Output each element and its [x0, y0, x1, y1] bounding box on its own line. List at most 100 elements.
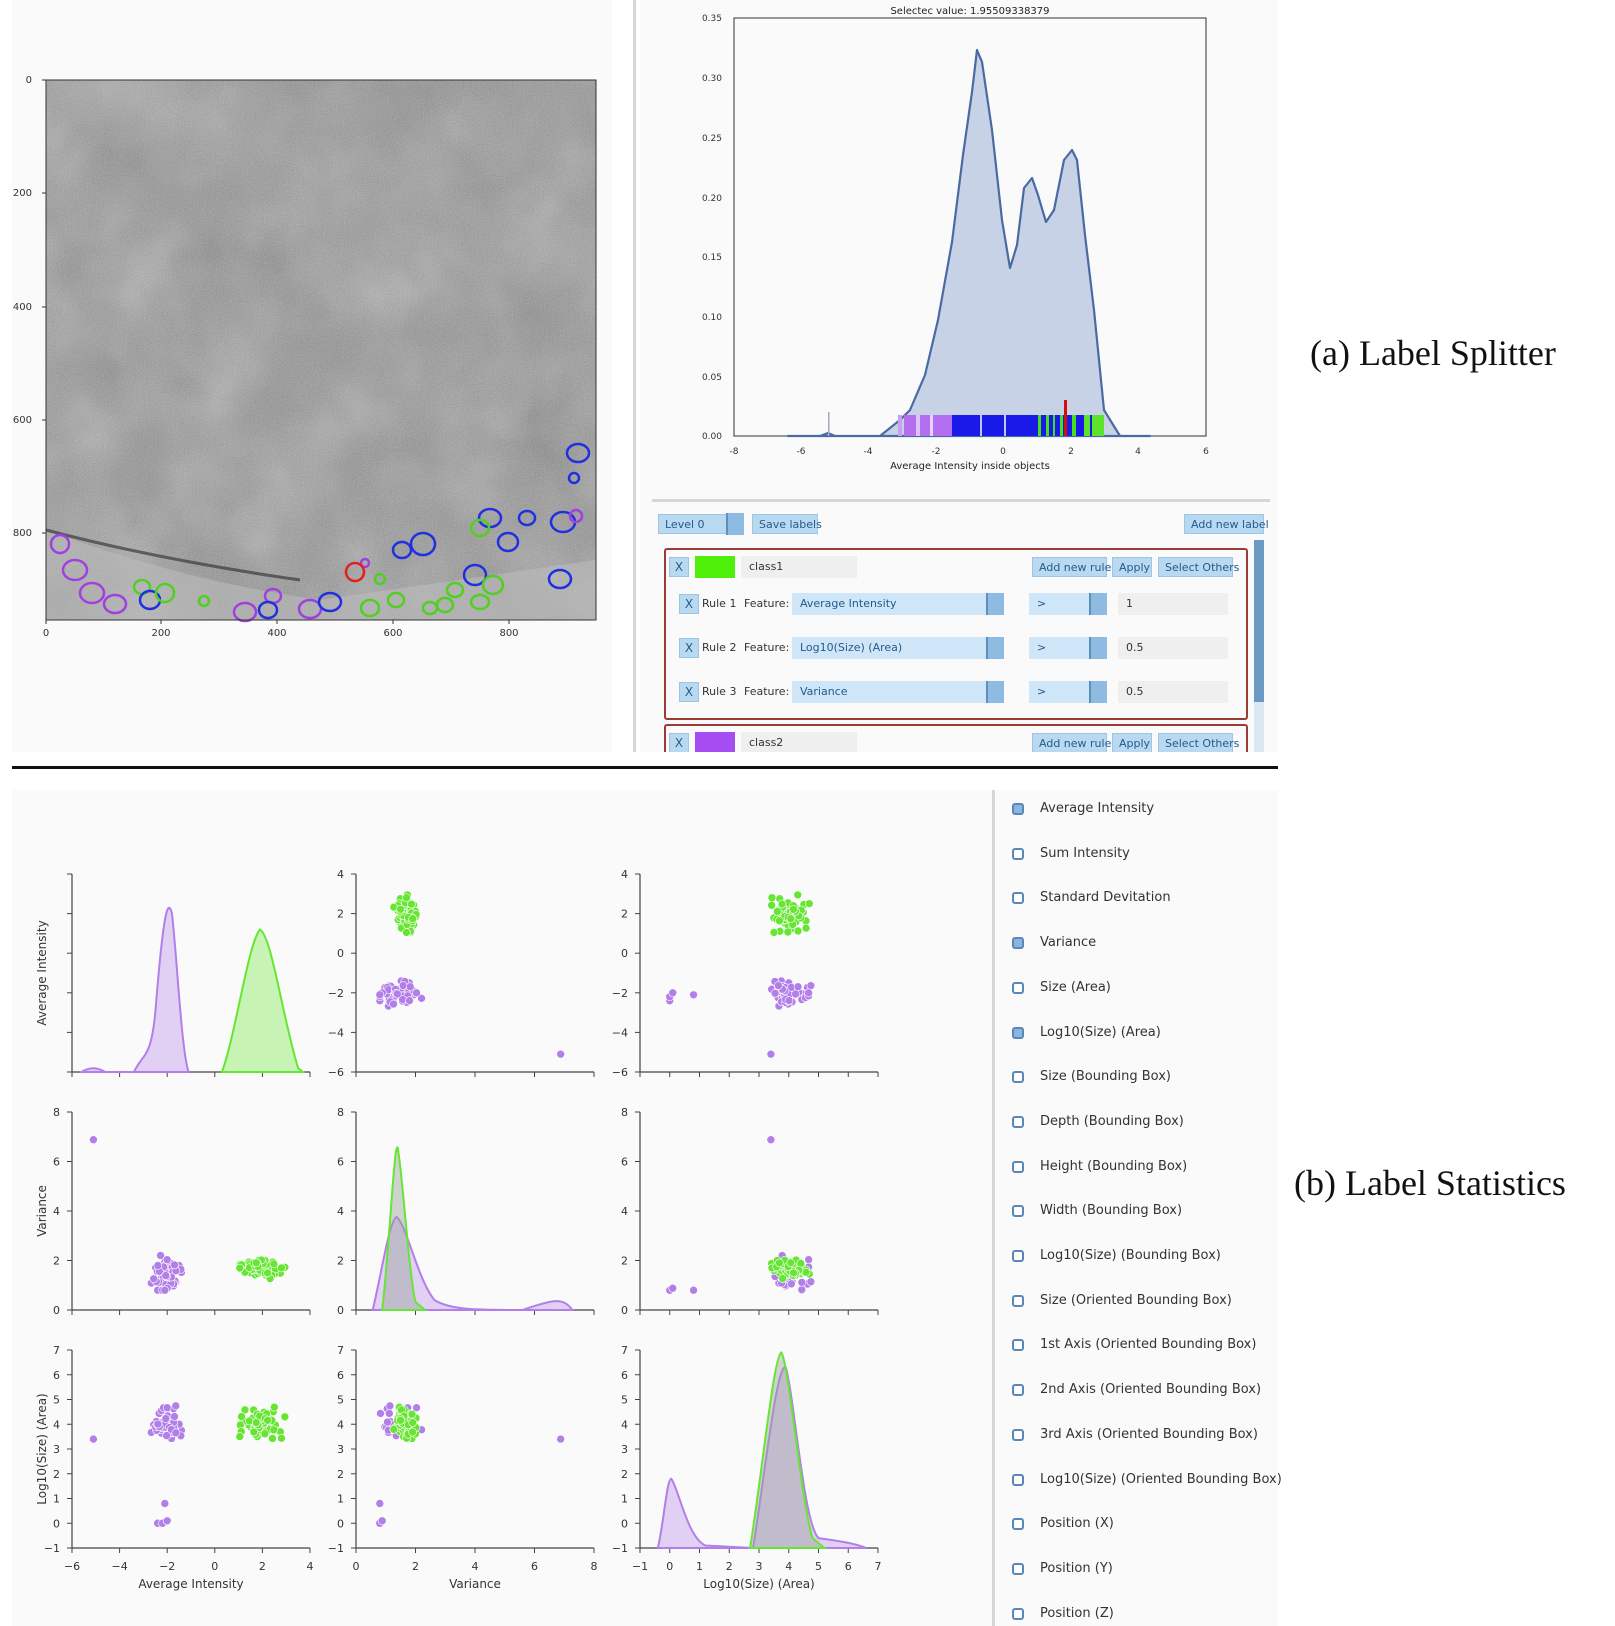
remove-rule-button[interactable]: X [679, 682, 699, 702]
tick-label: 0 [621, 1304, 628, 1317]
save-labels-button[interactable]: Save labels [752, 514, 822, 534]
scatter-point-class2 [417, 994, 426, 1003]
scatter-point-class1 [805, 899, 814, 908]
feature-select[interactable]: Variance [792, 681, 986, 703]
level-selector[interactable]: Level 0 [658, 514, 728, 534]
checkbox[interactable] [1012, 1160, 1024, 1173]
pairplot-panel [12, 790, 992, 1626]
checkbox[interactable] [1012, 1294, 1024, 1307]
tick-label: -8 [730, 447, 739, 457]
scatter-point-class2 [787, 1279, 796, 1289]
operator-dropdown-handle[interactable] [1089, 637, 1107, 659]
tick-label: 0.30 [702, 74, 722, 84]
feature-dropdown-handle[interactable] [986, 681, 1004, 703]
class-color-swatch[interactable] [695, 556, 735, 578]
threshold-input[interactable]: 0.5 [1118, 637, 1228, 659]
checkbox[interactable] [1012, 892, 1024, 905]
remove-rule-button[interactable]: X [679, 638, 699, 658]
feature-select[interactable]: Average Intensity [792, 593, 986, 615]
operator-dropdown-handle[interactable] [1089, 593, 1107, 615]
feature-dropdown-handle[interactable] [986, 637, 1004, 659]
checkbox[interactable] [1012, 1115, 1024, 1128]
checkbox[interactable] [1012, 1339, 1024, 1352]
checkbox[interactable] [1012, 1428, 1024, 1441]
level-dropdown-handle[interactable] [726, 513, 744, 535]
object-contours[interactable] [49, 442, 591, 623]
tick-label: −4 [111, 1560, 127, 1573]
class-name-input[interactable]: class1 [741, 556, 857, 578]
remove-rule-button[interactable]: X [679, 594, 699, 614]
scrollbar-thumb[interactable] [1254, 540, 1264, 702]
tick-label: 0 [337, 947, 344, 960]
intensity-histogram[interactable]: Selectec value: 1.95509338379 0.00 0.05 … [680, 0, 1220, 480]
apply-button[interactable]: Apply [1112, 733, 1152, 752]
label-list-scrollbar[interactable] [1254, 540, 1264, 752]
select-others-button[interactable]: Select Others [1158, 557, 1239, 577]
checkbox[interactable] [1012, 847, 1024, 860]
scatter-point-class2 [556, 1434, 565, 1444]
scatter-point-class2 [784, 996, 794, 1005]
add-new-rule-button[interactable]: Add new rule [1032, 733, 1111, 752]
checkbox[interactable] [1012, 937, 1024, 950]
threshold-input[interactable]: 1 [1118, 593, 1228, 615]
feature-label: Height (Bounding Box) [1040, 1158, 1188, 1174]
tick-label: 5 [815, 1560, 822, 1573]
scatter-point-class2 [170, 1412, 179, 1421]
scatter-point-class2 [149, 1274, 159, 1284]
scatter-point-class2 [668, 1283, 678, 1293]
checkbox[interactable] [1012, 1071, 1024, 1084]
segmentation-image-view[interactable]: 0 200 400 600 800 0 200 400 600 800 [0, 60, 620, 660]
class-color-swatch[interactable] [695, 732, 735, 752]
checkbox[interactable] [1012, 1205, 1024, 1218]
operator-dropdown-handle[interactable] [1089, 681, 1107, 703]
operator-select[interactable]: > [1029, 637, 1089, 659]
checkbox[interactable] [1012, 1026, 1024, 1039]
tick-label: 2 [1068, 447, 1074, 457]
feature-label: 2nd Axis (Oriented Bounding Box) [1040, 1382, 1262, 1398]
feature-dropdown-handle[interactable] [986, 593, 1004, 615]
tick-label: 0 [53, 1517, 60, 1530]
tick-label: 1 [337, 1493, 344, 1506]
scatter-point-class1 [268, 1434, 277, 1443]
rule-label: Rule 1 [702, 597, 737, 610]
operator-select[interactable]: > [1029, 593, 1089, 615]
checkbox[interactable] [1012, 1518, 1024, 1531]
checkbox[interactable] [1012, 1473, 1024, 1486]
operator-select[interactable]: > [1029, 681, 1089, 703]
feature-list-panel[interactable] [996, 790, 1278, 1626]
scatter-point-class2 [806, 1277, 816, 1287]
scatter-point-class2 [806, 981, 816, 990]
remove-class-button[interactable]: X [669, 733, 689, 752]
checkbox[interactable] [1012, 1250, 1024, 1262]
scatter-point-class1 [396, 904, 405, 914]
tick-label: 8 [337, 1106, 344, 1119]
scatter-point-class2 [171, 1401, 181, 1411]
tick-label: 8 [591, 1560, 598, 1573]
checkbox[interactable] [1012, 1607, 1024, 1620]
scatter-point-class1 [783, 927, 793, 937]
tick-label: 7 [621, 1344, 628, 1357]
checkbox[interactable] [1012, 803, 1024, 815]
kde-class1 [748, 1351, 828, 1549]
scatter-point-class2 [160, 1285, 170, 1295]
remove-class-button[interactable]: X [669, 557, 689, 577]
scatter-point-class1 [789, 1268, 798, 1278]
scatter-point-class2 [398, 981, 408, 990]
tick-label: 6 [621, 1369, 628, 1382]
scatter-point-class1 [235, 1432, 245, 1441]
scatter-point-class1 [773, 907, 782, 916]
add-new-label-button[interactable]: Add new label [1184, 514, 1269, 534]
select-others-button[interactable]: Select Others [1158, 733, 1239, 752]
feature-select[interactable]: Log10(Size) (Area) [792, 637, 986, 659]
threshold-input[interactable]: 0.5 [1118, 681, 1228, 703]
scatter-point-class1 [407, 899, 416, 909]
class-name-input[interactable]: class2 [741, 732, 857, 752]
checkbox[interactable] [1012, 1562, 1024, 1575]
add-new-rule-button[interactable]: Add new rule [1032, 557, 1111, 577]
apply-button[interactable]: Apply [1112, 557, 1152, 577]
checkbox[interactable] [1012, 981, 1024, 994]
class-card-class2 [664, 724, 1248, 752]
scatter-point-class1 [786, 1258, 796, 1268]
scatter-point-class2 [797, 1278, 807, 1287]
checkbox[interactable] [1012, 1384, 1024, 1397]
